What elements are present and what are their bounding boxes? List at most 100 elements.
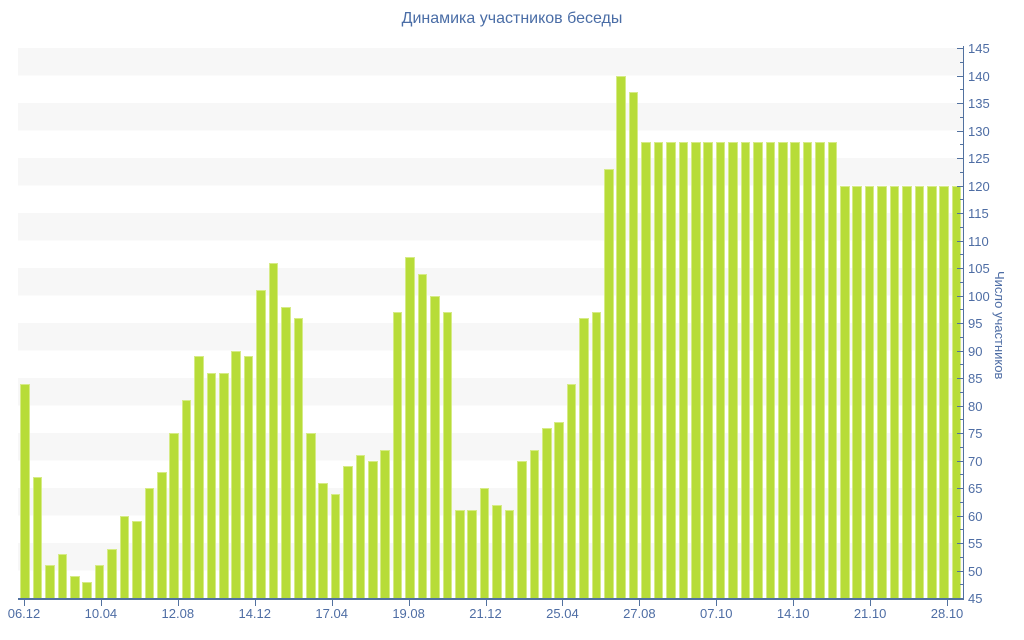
x-tick-label: 07.10 — [699, 606, 733, 621]
bar[interactable] — [32, 477, 43, 598]
bar[interactable] — [368, 460, 378, 598]
bar[interactable] — [380, 449, 391, 598]
y-tick-label: 130 — [968, 123, 990, 139]
bar[interactable] — [914, 185, 925, 598]
bar[interactable] — [678, 141, 689, 598]
y-tick-label: 95 — [968, 316, 983, 331]
x-tick-label: 17.04 — [315, 606, 348, 621]
bar[interactable] — [939, 185, 949, 598]
y-minor-tick — [960, 89, 963, 91]
bar[interactable] — [206, 372, 217, 598]
bar[interactable] — [902, 185, 912, 598]
bar[interactable] — [827, 141, 838, 598]
bar[interactable] — [616, 75, 627, 598]
y-tick — [957, 130, 963, 132]
bar[interactable] — [566, 383, 577, 598]
bar[interactable] — [181, 400, 192, 598]
bar[interactable] — [231, 350, 242, 598]
bar[interactable] — [318, 482, 328, 598]
bar[interactable] — [169, 433, 179, 598]
y-minor-tick — [960, 144, 963, 146]
bar[interactable] — [57, 554, 68, 598]
bar[interactable] — [20, 383, 30, 598]
y-minor-tick — [960, 281, 963, 283]
bar[interactable] — [604, 169, 614, 598]
bar[interactable] — [107, 548, 117, 598]
bar[interactable] — [194, 356, 204, 598]
bar[interactable] — [293, 317, 304, 598]
y-tick-label: 50 — [968, 563, 983, 579]
bar[interactable] — [442, 312, 453, 598]
y-tick — [957, 570, 963, 572]
bar[interactable] — [455, 510, 465, 598]
bar[interactable] — [641, 141, 651, 598]
y-tick-label: 115 — [968, 206, 989, 221]
bar[interactable] — [256, 290, 266, 598]
bar[interactable] — [529, 449, 540, 598]
bar[interactable] — [840, 185, 850, 598]
bar[interactable] — [132, 521, 142, 598]
bar[interactable] — [852, 185, 863, 598]
bar[interactable] — [666, 141, 676, 598]
bar[interactable] — [504, 510, 515, 598]
bar[interactable] — [281, 306, 291, 598]
bar[interactable] — [355, 455, 366, 598]
x-tick — [947, 600, 949, 606]
bar[interactable] — [430, 295, 440, 598]
bar[interactable] — [628, 92, 639, 598]
y-tick — [957, 378, 963, 379]
y-tick — [957, 543, 963, 544]
bar[interactable] — [517, 460, 527, 598]
x-tick — [793, 600, 795, 606]
bar[interactable] — [119, 515, 130, 598]
bar[interactable] — [777, 141, 788, 598]
bar[interactable] — [703, 141, 713, 598]
bar[interactable] — [479, 488, 490, 598]
bar[interactable] — [815, 141, 825, 598]
bar[interactable] — [715, 141, 726, 598]
x-tick-label: 14.12 — [238, 606, 272, 621]
bar[interactable] — [926, 185, 937, 598]
bar[interactable] — [330, 493, 341, 598]
bar[interactable] — [243, 356, 254, 598]
bar[interactable] — [579, 317, 589, 598]
bar[interactable] — [765, 141, 776, 598]
bar[interactable] — [268, 262, 279, 598]
bar[interactable] — [653, 141, 664, 598]
bar[interactable] — [392, 312, 403, 598]
x-tick-label: 10.04 — [84, 606, 118, 621]
bar[interactable] — [219, 372, 229, 598]
bar[interactable] — [417, 273, 428, 598]
bar[interactable] — [790, 141, 800, 598]
bar[interactable] — [94, 565, 105, 598]
bar[interactable] — [82, 581, 92, 598]
bar[interactable] — [144, 488, 155, 598]
y-minor-tick — [960, 309, 963, 311]
bar[interactable] — [690, 141, 701, 598]
x-tick — [177, 600, 179, 606]
bar[interactable] — [541, 427, 552, 598]
bar[interactable] — [467, 510, 477, 598]
bar[interactable] — [554, 422, 564, 598]
bar[interactable] — [343, 466, 353, 598]
bar[interactable] — [69, 576, 80, 598]
y-tick-label: 90 — [968, 343, 983, 359]
bar[interactable] — [877, 185, 887, 598]
bar[interactable] — [864, 185, 875, 598]
bar[interactable] — [591, 312, 602, 598]
bar[interactable] — [802, 141, 813, 598]
y-tick-label: 135 — [968, 96, 990, 111]
bar[interactable] — [305, 433, 316, 598]
bar[interactable] — [45, 565, 55, 598]
bar[interactable] — [156, 471, 167, 598]
x-tick — [562, 600, 564, 606]
bar[interactable] — [889, 185, 900, 598]
bar[interactable] — [728, 141, 738, 598]
bar[interactable] — [740, 141, 751, 598]
bar[interactable] — [405, 257, 415, 598]
bar[interactable] — [492, 504, 502, 598]
y-minor-tick — [960, 116, 963, 118]
bar[interactable] — [753, 141, 763, 598]
y-tick — [957, 240, 963, 242]
y-tick — [957, 103, 963, 104]
